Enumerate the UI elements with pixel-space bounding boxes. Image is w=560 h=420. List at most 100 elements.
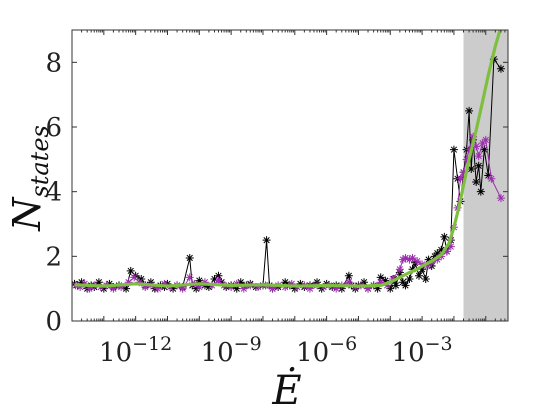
data-point <box>442 247 451 256</box>
data-point <box>391 281 400 290</box>
data-point <box>124 278 133 287</box>
data-point <box>122 284 131 293</box>
data-point <box>254 283 263 292</box>
data-point <box>204 283 213 292</box>
data-point <box>185 273 194 282</box>
data-point <box>376 273 385 282</box>
axes-layer: 0 2 4 6 8 10−12 10−9 10−6 10−3 <box>45 29 509 368</box>
data-point <box>449 145 458 154</box>
data-point <box>474 161 483 170</box>
data-point <box>418 265 427 274</box>
data-point <box>290 284 299 293</box>
data-point <box>423 262 432 271</box>
data-point <box>376 278 385 287</box>
data-point <box>373 284 382 293</box>
data-point <box>130 273 139 282</box>
data-point <box>424 255 433 264</box>
y-tick-label: 2 <box>45 242 62 272</box>
data-point <box>217 278 226 287</box>
x-tick-label: 10−12 <box>99 333 172 368</box>
y-axis-label-base: N <box>5 196 49 232</box>
data-point <box>496 194 505 203</box>
data-point <box>195 283 204 292</box>
data-point <box>94 278 103 287</box>
data-point <box>459 168 468 177</box>
data-point <box>484 171 493 180</box>
x-tick-label: 10−9 <box>201 333 262 368</box>
data-point <box>239 284 248 293</box>
data-point <box>192 284 201 293</box>
data-point <box>268 284 277 293</box>
data-point <box>401 253 410 262</box>
data-point <box>437 245 446 254</box>
data-point <box>287 279 296 288</box>
data-point <box>465 145 474 154</box>
data-point <box>398 278 407 287</box>
data-point <box>467 165 476 174</box>
data-point <box>405 255 414 264</box>
data-point <box>405 274 414 283</box>
data-point <box>214 271 223 280</box>
series-line <box>75 136 502 290</box>
data-point <box>126 266 135 275</box>
data-point <box>496 64 505 73</box>
data-point <box>76 283 85 292</box>
y-tick-label: 4 <box>45 178 62 208</box>
data-point <box>322 279 331 288</box>
data-point <box>85 284 94 293</box>
data-point <box>200 278 209 287</box>
data-point <box>153 284 162 293</box>
y-tick-label: 0 <box>45 307 62 337</box>
data-point <box>77 278 86 287</box>
data-point <box>476 187 485 196</box>
data-point <box>227 283 236 292</box>
data-point <box>105 279 114 288</box>
data-point <box>141 283 150 292</box>
data-point <box>401 281 410 290</box>
data-point <box>465 106 474 115</box>
y-tick-label: 8 <box>45 48 62 78</box>
data-point <box>232 284 241 293</box>
data-point <box>135 278 144 287</box>
data-point <box>160 279 169 288</box>
data-point <box>381 276 390 285</box>
data-point <box>413 257 422 266</box>
data-point <box>296 279 305 288</box>
y-tick-label: 6 <box>45 113 62 143</box>
data-point <box>446 242 455 251</box>
data-point <box>480 145 489 154</box>
data-point <box>395 265 404 274</box>
series-line <box>74 30 502 288</box>
series-2 <box>74 30 502 288</box>
data-point <box>415 271 424 280</box>
series-layer <box>72 30 505 293</box>
data-point <box>305 284 314 293</box>
data-point <box>456 174 465 183</box>
data-point <box>344 271 353 280</box>
x-tick-label: 10−6 <box>296 333 357 368</box>
data-point <box>262 236 271 245</box>
data-point <box>195 276 204 285</box>
y-axis-label-subscript: states <box>26 125 54 197</box>
data-point <box>462 155 471 164</box>
data-point <box>433 255 442 264</box>
data-point <box>472 142 481 151</box>
data-point <box>281 278 290 287</box>
data-point <box>489 55 498 64</box>
data-point <box>383 281 392 290</box>
x-tick-label: 10−3 <box>392 333 453 368</box>
data-point <box>185 253 194 262</box>
data-point <box>210 274 219 283</box>
data-point <box>408 265 417 274</box>
data-point <box>481 135 490 144</box>
data-point <box>472 177 481 186</box>
data-point <box>344 278 353 287</box>
data-point <box>236 278 245 287</box>
data-point <box>398 255 407 264</box>
data-point <box>364 284 373 293</box>
x-axis-label: Ė <box>271 367 301 414</box>
data-point <box>408 253 417 262</box>
data-point <box>137 274 146 283</box>
data-point <box>474 152 483 161</box>
